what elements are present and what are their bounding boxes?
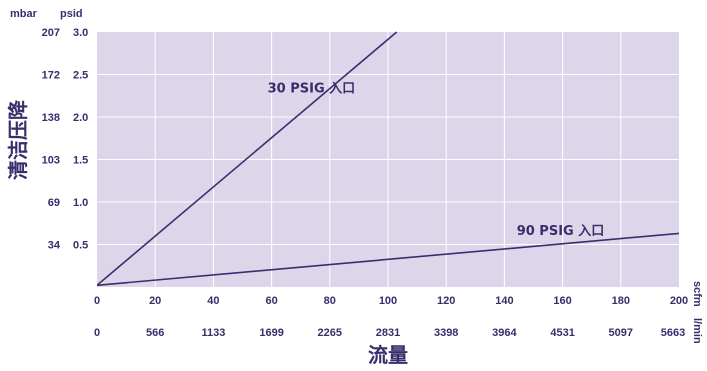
y-tick-label-mbar: 172 [42, 70, 60, 82]
x-tick-label-lmin: 566 [146, 327, 164, 339]
x-axis-title: 流量 [368, 343, 408, 367]
x-tick-label-scfm: 100 [379, 295, 397, 307]
y-tick-label-mbar: 34 [48, 240, 61, 252]
series-lines [97, 31, 679, 287]
y-tick-label-psid: 1.0 [73, 197, 88, 209]
x-tick-label-scfm: 20 [149, 295, 161, 307]
x-tick-label-scfm: 120 [437, 295, 455, 307]
y-tick-label-psid: 1.5 [73, 155, 88, 167]
y-tick-label-mbar: 69 [48, 197, 60, 209]
y-tick-labels-mbar: 34 69 103 138 172 207 [42, 27, 61, 252]
y-axis-title: 清洁压降 [6, 99, 30, 180]
x-tick-label-scfm: 60 [265, 295, 277, 307]
y-tick-labels-psid: 0.5 1.0 1.5 2.0 2.5 3.0 [73, 27, 88, 252]
series-label-0: 30 PSIG 入口 [268, 82, 356, 97]
x-unit-scfm: scfm [691, 281, 703, 307]
y-tick-label-mbar: 138 [42, 112, 60, 124]
x-tick-label-scfm: 80 [324, 295, 336, 307]
x-tick-label-lmin: 4531 [550, 327, 574, 339]
y-unit-mbar: mbar [10, 8, 38, 20]
y-unit-psid: psid [60, 8, 83, 20]
y-tick-label-psid: 2.0 [73, 112, 88, 124]
x-tick-label-scfm: 40 [207, 295, 219, 307]
x-unit-lmin: l/min [691, 318, 703, 344]
x-tick-label-lmin: 2265 [318, 327, 342, 339]
x-tick-label-lmin: 5663 [661, 327, 685, 339]
x-tick-label-lmin: 3964 [492, 327, 517, 339]
x-tick-label-lmin: 1699 [259, 327, 283, 339]
series-line-1 [97, 232, 679, 287]
x-tick-label-scfm: 140 [495, 295, 513, 307]
horizontal-gridlines [97, 74, 679, 245]
series-label-1: 90 PSIG 入口 [517, 224, 605, 239]
x-tick-label-scfm: 180 [612, 295, 630, 307]
x-tick-labels-scfm: 0 20 40 60 80 100 120 140 160 180 200 [94, 295, 688, 307]
x-tick-label-lmin: 2831 [376, 327, 400, 339]
y-tick-label-mbar: 207 [42, 27, 60, 39]
x-tick-label-lmin: 0 [94, 327, 100, 339]
series-line-0 [97, 31, 398, 286]
x-tick-label-scfm: 160 [553, 295, 571, 307]
y-tick-label-psid: 2.5 [73, 70, 88, 82]
x-tick-label-scfm: 0 [94, 295, 100, 307]
x-tick-label-scfm: 200 [670, 295, 688, 307]
x-tick-label-lmin: 5097 [609, 327, 633, 339]
series-labels: 30 PSIG 入口 90 PSIG 入口 [268, 82, 605, 239]
y-tick-label-psid: 3.0 [73, 27, 88, 39]
y-tick-label-mbar: 103 [42, 155, 60, 167]
x-tick-label-lmin: 3398 [434, 327, 458, 339]
x-tick-labels-lmin: 0 566 1133 1699 2265 2831 3398 3964 4531 5097 5663 [94, 327, 685, 339]
y-tick-label-psid: 0.5 [73, 240, 88, 252]
x-tick-label-lmin: 1133 [201, 327, 225, 339]
